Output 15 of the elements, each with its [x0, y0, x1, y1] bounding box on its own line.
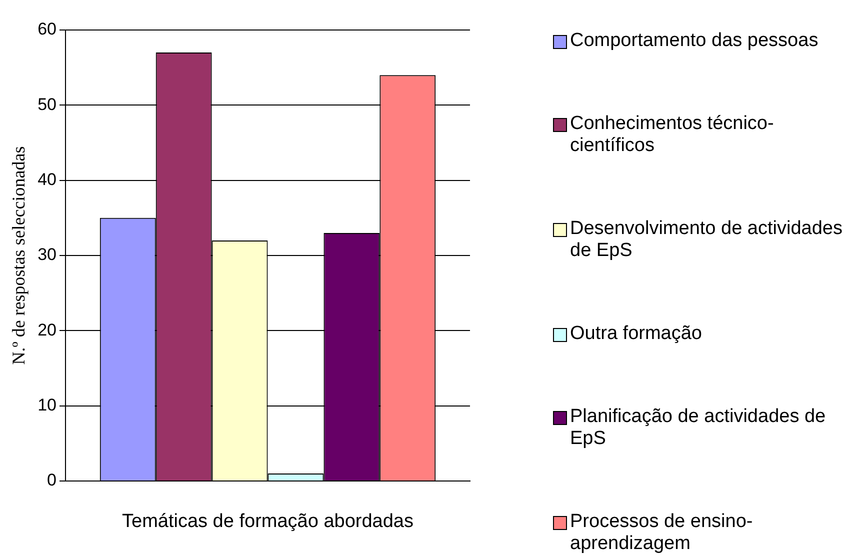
y-tick-label: 60 [38, 20, 57, 39]
y-tick-label: 50 [38, 94, 57, 114]
y-axis-title: N.º de respostas seleccionadas [8, 146, 29, 365]
y-tick-label: 0 [47, 470, 57, 490]
legend-label: Processos de ensino-aprendizagem [570, 511, 754, 555]
y-tick-label: 40 [38, 170, 57, 190]
y-tick-label: 20 [38, 320, 57, 340]
x-axis-title: Temáticas de formação abordadas [122, 510, 414, 532]
legend-label: Conhecimentos técnico-científicos [570, 113, 775, 157]
legend-label: Planificação de actividades de EpS [570, 406, 827, 450]
y-tick-label: 30 [38, 245, 57, 264]
y-tick-label: 10 [38, 396, 57, 415]
legend-label: Desenvolvimento de actividades de EpS [570, 218, 843, 262]
legend-label: Outra formação [570, 323, 702, 345]
legend-label: Comportamento das pessoas [570, 30, 818, 52]
